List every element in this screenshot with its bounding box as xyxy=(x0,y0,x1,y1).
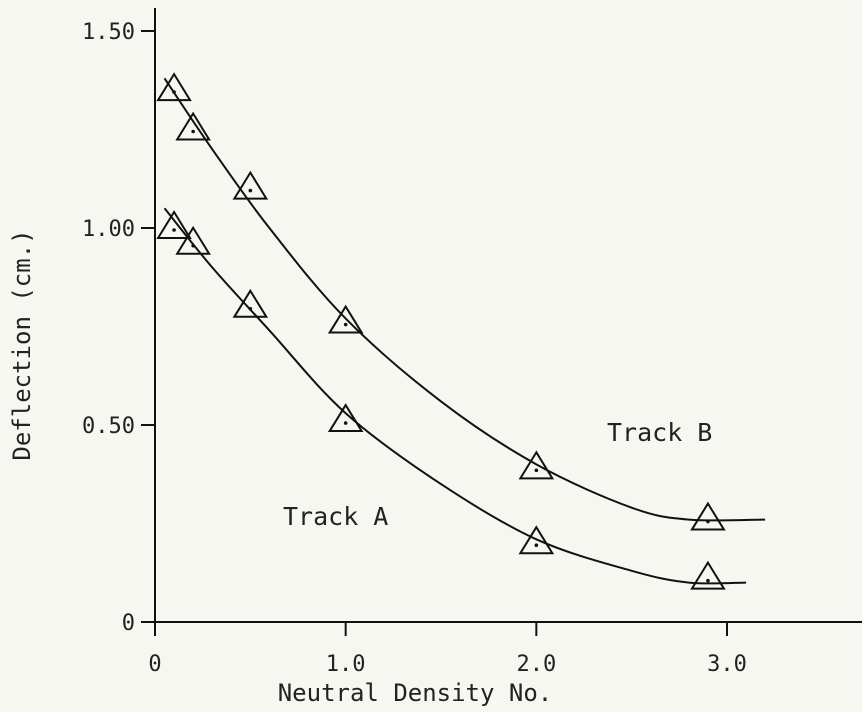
data-point-dot-track-b xyxy=(343,322,348,327)
data-point-dot-track-a xyxy=(706,578,710,583)
data-point-dot-track-b xyxy=(191,129,195,134)
x-tick-label: 1.0 xyxy=(326,652,366,677)
axes xyxy=(154,8,862,623)
data-point-dot-track-a xyxy=(172,228,176,232)
y-tick-label: 1.00 xyxy=(82,217,135,242)
data-point-track-a xyxy=(690,560,726,590)
x-axis-label: Neutral Density No. xyxy=(278,679,553,707)
fit-curve-track-a xyxy=(163,207,747,585)
series-label-track-a: Track A xyxy=(283,502,388,531)
x-tick-label: 2.0 xyxy=(516,652,556,677)
data-point-track-b xyxy=(518,450,555,480)
data-point-track-b xyxy=(232,170,269,200)
data-point-dot-track-b xyxy=(172,90,176,94)
y-tick-label: 0 xyxy=(122,611,135,636)
y-axis-label: Deflection (cm.) xyxy=(8,229,36,460)
series-label-track-b: Track B xyxy=(607,418,712,447)
data-point-track-a xyxy=(175,225,211,255)
data-point-track-a xyxy=(327,403,364,433)
data-markers xyxy=(156,72,726,590)
x-tick-label: 3.0 xyxy=(707,652,747,677)
data-point-dot-track-a xyxy=(534,543,539,547)
data-point-dot-track-b xyxy=(534,468,539,473)
data-point-track-a xyxy=(156,210,192,239)
data-point-dot-track-a xyxy=(248,307,253,311)
data-point-track-a xyxy=(518,525,555,555)
data-point-dot-track-b xyxy=(706,519,710,524)
data-point-track-b xyxy=(690,501,726,531)
data-point-track-b xyxy=(175,111,211,141)
data-point-track-b xyxy=(156,72,192,102)
fit-curves xyxy=(163,77,766,585)
y-tick-label: 1.50 xyxy=(82,20,135,45)
data-point-dot-track-a xyxy=(191,243,195,248)
data-point-dot-track-a xyxy=(343,421,348,425)
x-tick-label: 0 xyxy=(148,652,161,677)
data-point-dot-track-b xyxy=(248,188,253,193)
ticks: 0 0.50 1.00 1.50 0 1.0 2.0 3.0 xyxy=(82,20,747,677)
fit-curve-track-b xyxy=(163,77,766,522)
y-tick-label: 0.50 xyxy=(82,414,135,439)
data-point-track-a xyxy=(232,288,269,318)
data-point-track-b xyxy=(327,304,364,334)
